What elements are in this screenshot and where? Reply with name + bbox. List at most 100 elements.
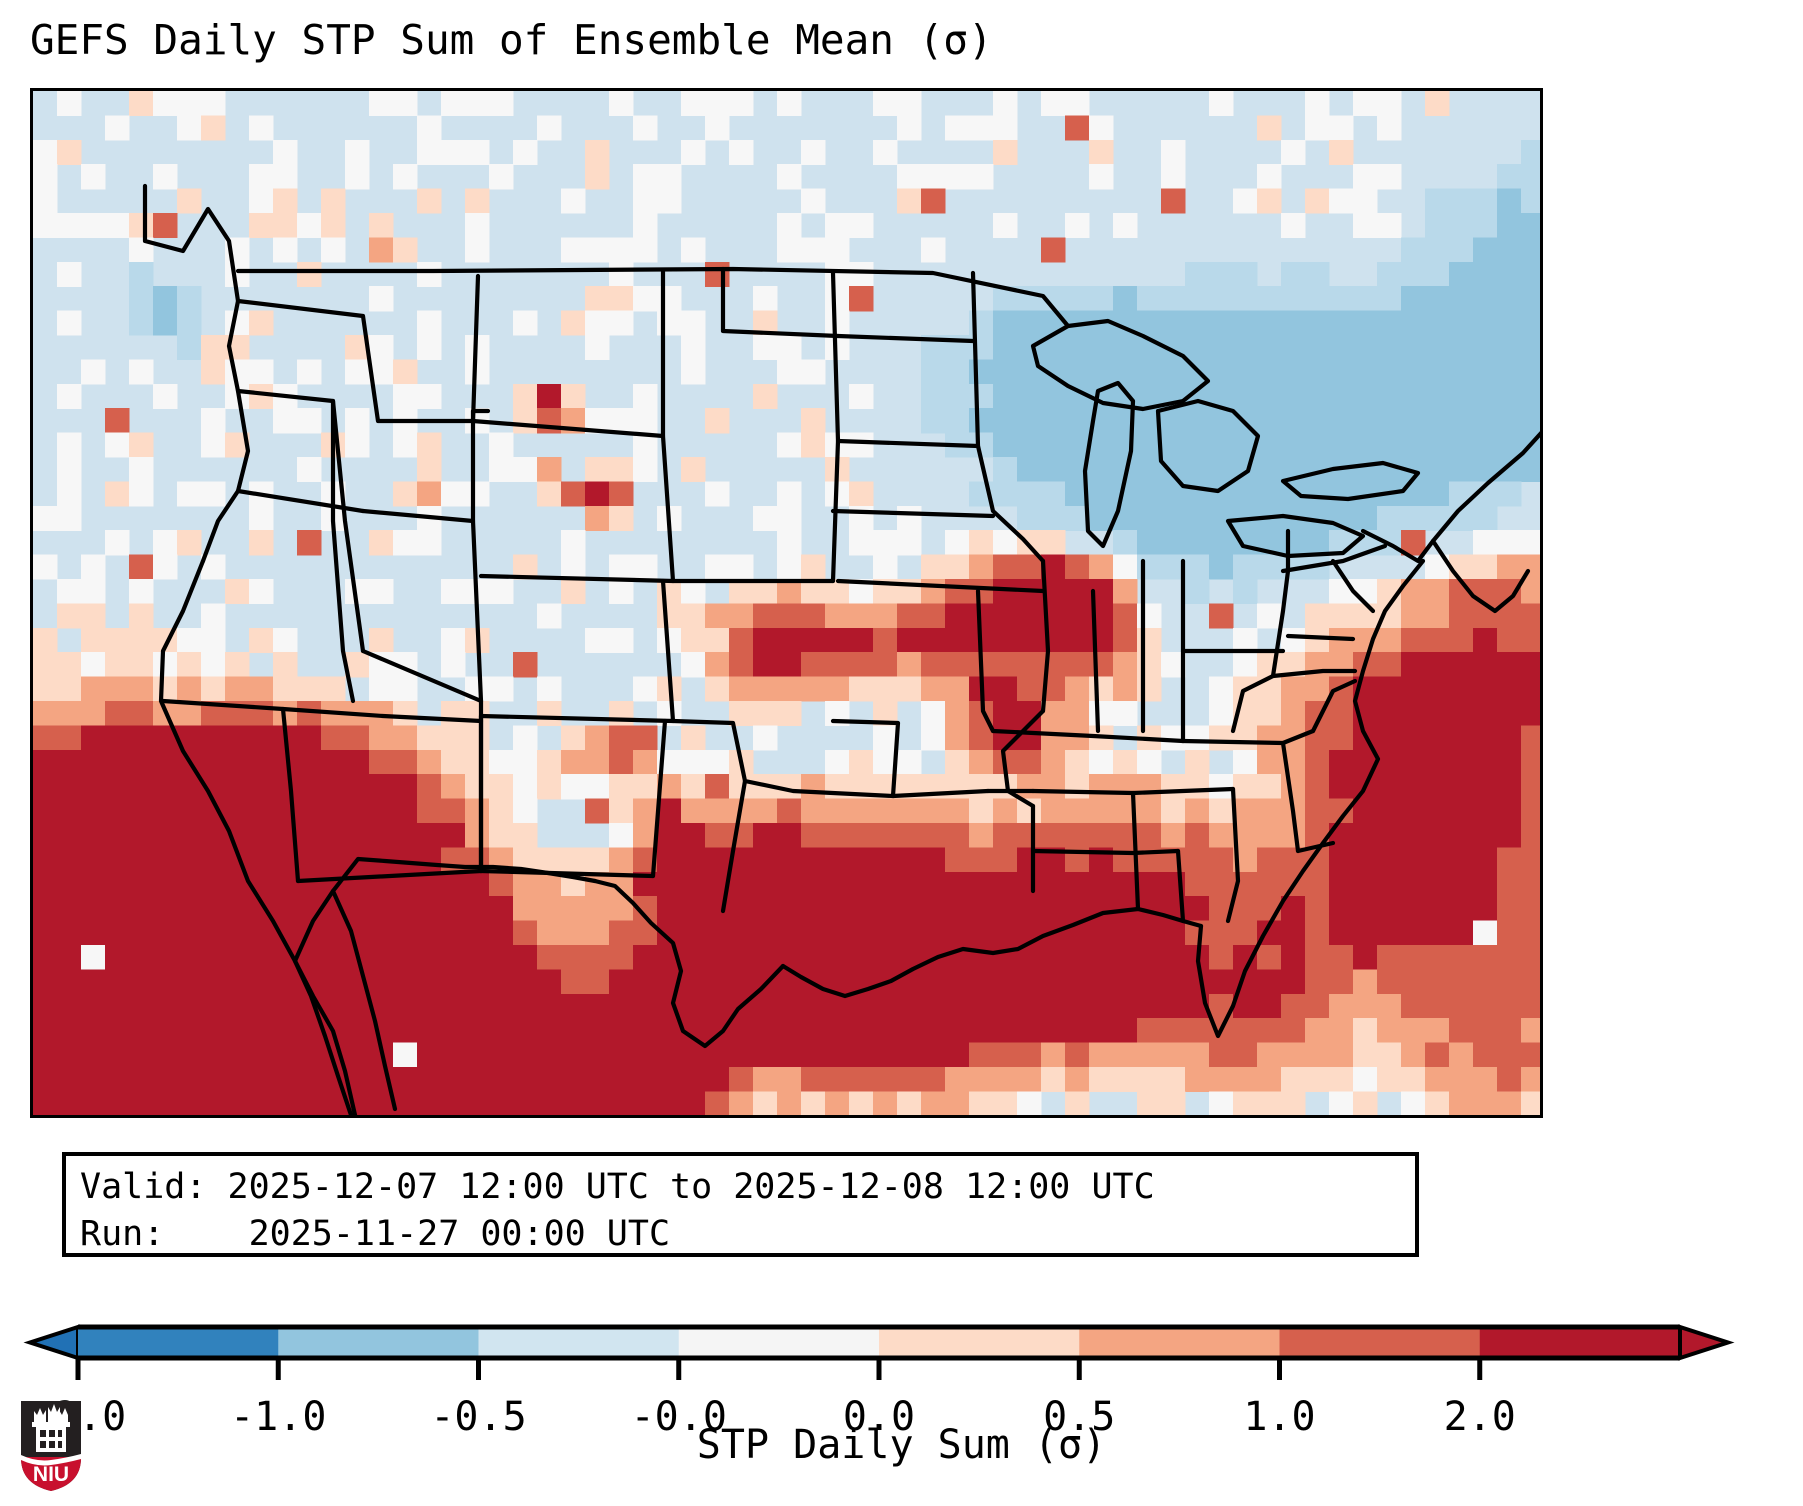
data-cell [393,798,418,824]
data-cell [1113,749,1138,775]
data-cell [441,920,466,946]
data-cell [633,383,658,409]
data-cell [825,749,850,775]
data-cell [1065,1067,1090,1093]
data-cell [153,896,178,922]
data-cell [609,701,634,727]
data-cell [33,627,58,653]
data-cell [897,627,922,653]
data-cell [993,603,1018,629]
data-cell [873,676,898,702]
data-cell [825,1042,850,1068]
data-cell [1089,749,1114,775]
data-cell [129,774,154,800]
data-cell [1041,237,1066,263]
data-cell [1449,945,1474,971]
data-cell [177,945,202,971]
data-cell [1425,383,1450,409]
map-panel[interactable] [30,88,1543,1118]
data-cell [33,871,58,897]
boundary-path [1040,558,1051,714]
data-cell [153,652,178,678]
data-cell [1353,847,1378,873]
data-cell [1089,335,1114,361]
data-cell [1377,676,1402,702]
data-cell [489,579,514,605]
data-cell [945,774,970,800]
data-cell [441,749,466,775]
data-cell [1353,213,1378,239]
data-cell [249,920,274,946]
data-cell [1185,798,1210,824]
data-cell [153,749,178,775]
data-cell [1065,1018,1090,1044]
data-cell [153,383,178,409]
data-cell [537,603,562,629]
data-cell [1041,505,1066,531]
data-cell [369,1018,394,1044]
data-cell [417,798,442,824]
data-cell [921,237,946,263]
data-cell [993,481,1018,507]
data-cell [1401,896,1426,922]
data-cell [57,1042,82,1068]
colorbar-panel[interactable]: -2.0-1.0-0.5-0.00.00.51.02.0 [0,1300,1803,1506]
data-cell [1017,408,1042,434]
data-cell [1161,1091,1186,1115]
data-cell [969,408,994,434]
data-cell [33,945,58,971]
data-cell [633,1067,658,1093]
data-cell [849,945,874,971]
data-cell [633,945,658,971]
data-cell [609,749,634,775]
data-cell [129,1067,154,1093]
data-cell [1089,139,1114,165]
data-cell [153,920,178,946]
boundary-path [235,388,366,654]
data-cell [1017,335,1042,361]
data-cell [537,993,562,1019]
data-cell [1065,115,1090,141]
data-cell [57,945,82,971]
data-cell [537,481,562,507]
data-cell [513,774,538,800]
data-cell [705,749,730,775]
data-cell [105,432,130,458]
data-cell [57,993,82,1019]
data-cell [1473,945,1498,971]
data-cell [1137,798,1162,824]
data-cell [1329,896,1354,922]
data-cell [1401,383,1426,409]
boundary-path [1280,740,1301,854]
data-cell [537,945,562,971]
data-cell [585,993,610,1019]
data-cell [81,701,106,727]
data-cell [993,993,1018,1019]
data-cell [753,286,778,312]
data-cell [249,847,274,873]
boundary-path [1295,840,1336,854]
data-cell [993,115,1018,141]
data-cell [1305,432,1330,458]
data-cell [969,1018,994,1044]
data-cell [537,1091,562,1115]
data-cell [465,823,490,849]
data-cell [129,457,154,483]
data-cell [1137,505,1162,531]
data-cell [1401,725,1426,751]
data-cell [417,457,442,483]
data-cell [1305,310,1330,336]
data-cell [1113,920,1138,946]
boundary-path [780,906,1141,999]
data-cell [945,530,970,556]
data-cell [1065,676,1090,702]
data-cell [1233,310,1258,336]
data-cell [1521,213,1540,239]
data-cell [1137,969,1162,995]
data-cell [1401,920,1426,946]
data-cell [465,1067,490,1093]
data-cell [873,1067,898,1093]
data-cell [489,457,514,483]
data-cell [1233,920,1258,946]
data-cell [489,774,514,800]
